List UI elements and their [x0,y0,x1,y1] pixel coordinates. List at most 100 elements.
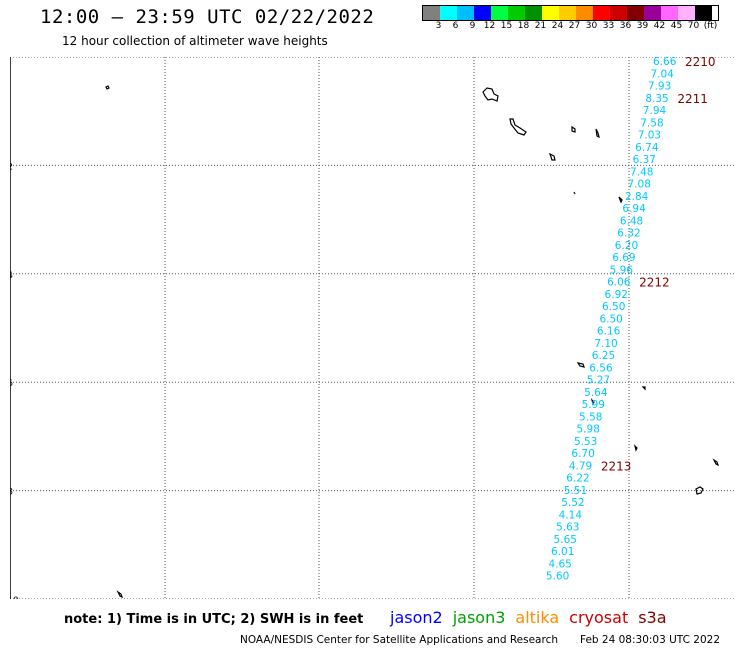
wave-height-label: 5.65 [554,534,577,546]
legend-labels: 3 6 9 12 15 18 21 24 27 30 33 36 39 42 45 70 (ft) [430,21,719,31]
wave-height-label: 2.84 [625,191,649,203]
wave-height-label: 6.70 [571,448,594,460]
wave-height-label: 7.93 [648,81,671,93]
timestamp-text: Feb 24 08:30:03 UTC 2022 [580,634,720,646]
island-outline [573,191,576,195]
legend-swatch [525,6,542,20]
wave-height-label: 4.79 [569,460,592,472]
wave-height-label: 6.20 [615,240,638,252]
footer-note: note: 1) Time is in UTC; 2) SWH is in fe… [64,612,364,627]
wave-height-label: 5.96 [610,264,634,276]
island-outline [571,125,576,133]
island-outline [641,386,646,391]
legend-swatch [644,6,661,20]
island-outline [590,398,595,406]
island-outline [482,87,499,102]
track-time-label: 2213 [601,459,632,473]
wave-height-label: 7.10 [594,338,617,350]
y-axis-label: -6 [10,379,13,389]
legend-swatch [559,6,576,20]
legend-label: 9 [469,21,476,31]
wave-height-label: 5.51 [564,485,587,497]
island-outline [633,444,638,452]
island-outline [548,152,556,161]
legend-label: 27 [568,21,581,31]
wave-height-label: 4.65 [548,558,571,570]
legend-swatch [440,6,457,20]
wave-height-label: 6.06 [607,277,631,289]
wave-height-label: 6.50 [599,313,622,325]
wave-height-label: 8.35 [645,93,668,105]
legend-color-bar [422,5,719,21]
island-outline [695,486,704,495]
wave-height-label: 6.32 [617,228,640,240]
island-outline [595,128,600,139]
legend-swatch [627,6,644,20]
wave-height-label: 5.27 [587,375,610,387]
legend-swatch [576,6,593,20]
island-outline [105,85,110,90]
legend-label: 33 [602,21,615,31]
legend-swatch [678,6,695,20]
wave-height-label: 5.60 [546,571,569,583]
wave-height-label: 5.64 [584,387,608,399]
legend-label: 24 [551,21,564,31]
y-axis-label: -4 [10,271,13,281]
satellite-cryosat: cryosat [569,608,629,627]
legend-swatch [491,6,508,20]
wave-height-label: 6.48 [620,215,643,227]
legend-label: 42 [653,21,666,31]
wave-height-label: 5.53 [574,436,597,448]
legend-label: 70 [687,21,700,31]
wave-height-label: 7.58 [640,117,663,129]
legend-label: 39 [636,21,649,31]
legend-label: 45 [670,21,683,31]
legend-label: (ft) [703,21,718,31]
island-outline [712,458,720,467]
island-outline [116,590,124,599]
wave-height-label: 6.69 [612,252,635,264]
wave-height-label: 5.58 [579,411,602,423]
satellite-s3a: s3a [638,608,667,627]
wave-height-label: 6.50 [602,301,625,313]
wave-height-label: 7.04 [650,68,674,80]
satellite-legend: jason2 jason3 altika cryosat s3a [390,608,667,627]
satellite-altika: altika [515,608,560,627]
wave-height-label: 6.92 [605,289,628,301]
page-subtitle: 12 hour collection of altimeter wave hei… [62,34,328,48]
y-axis-label: -2 [10,162,13,172]
satellite-jason3: jason3 [452,608,506,627]
legend-swatch [542,6,559,20]
wave-height-label: 6.56 [589,362,613,374]
wave-height-label: 6.66 [653,57,677,68]
y-axis-label: -8 [10,488,13,498]
wave-height-label: 6.01 [551,546,574,558]
wave-height-label: 7.03 [638,130,661,142]
satellite-jason2: jason2 [390,608,443,627]
legend-swatch [593,6,610,20]
wave-height-label: 4.14 [559,509,583,521]
track-time-label: 2211 [677,92,708,106]
legend-label: 21 [534,21,547,31]
wave-height-label: 5.99 [582,399,605,411]
wave-height-label: 5.52 [561,497,584,509]
wave-height-label: 6.25 [592,350,615,362]
wave-height-label: 6.74 [635,142,659,154]
wave-height-label: 7.94 [643,105,667,117]
legend-label: 12 [483,21,496,31]
legend-label: 30 [585,21,598,31]
legend-label: 6 [452,21,459,31]
island-outline [576,362,585,368]
legend-label: 15 [500,21,513,31]
legend-swatch [610,6,627,20]
legend-label: 3 [435,21,442,31]
legend-swatch [457,6,474,20]
wave-height-label: 7.08 [628,179,651,191]
y-axis-label: -10 [10,596,19,599]
legend-label: 18 [517,21,530,31]
color-legend: 3 6 9 12 15 18 21 24 27 30 33 36 39 42 45 70 (ft) [422,5,719,31]
legend-swatch [508,6,525,20]
wave-height-label: 6.94 [622,203,646,215]
legend-label: 36 [619,21,632,31]
track-time-label: 2210 [685,57,716,69]
